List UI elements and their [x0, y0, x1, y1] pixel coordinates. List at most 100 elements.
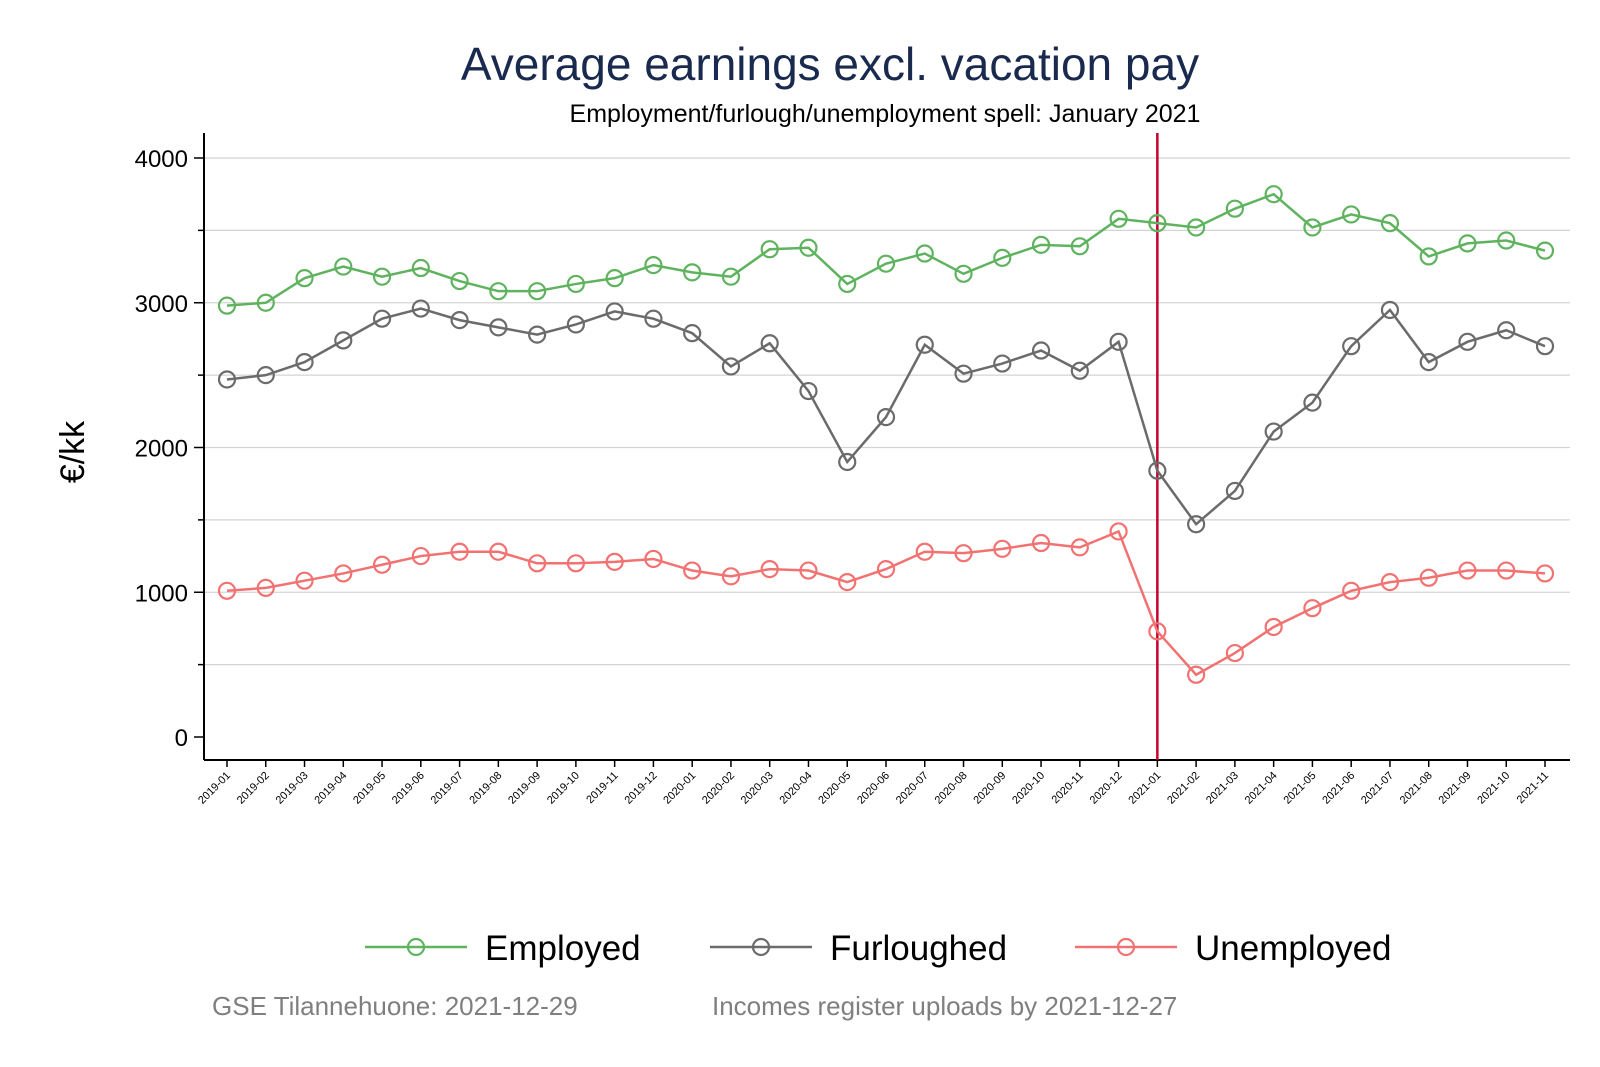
data-point-employed — [1187, 218, 1206, 237]
series-line-unemployed — [226, 529, 1546, 677]
x-tick-label: 2019-06 — [390, 770, 427, 807]
x-tick-label: 2020-01 — [661, 770, 698, 807]
data-point-furloughed — [1535, 337, 1555, 356]
data-point-furloughed — [489, 318, 508, 337]
data-point-unemployed — [644, 549, 663, 569]
data-point-furloughed — [1303, 393, 1322, 412]
legend-label: Furloughed — [830, 929, 1007, 968]
data-point-furloughed — [1458, 332, 1477, 351]
x-tick-label: 2019-10 — [545, 770, 582, 807]
data-point-employed — [760, 240, 779, 259]
data-point-employed — [217, 296, 237, 315]
x-tick-label: 2020-08 — [933, 770, 970, 807]
x-tick-label: 2021-07 — [1359, 770, 1396, 807]
y-tick-label: 1000 — [135, 580, 188, 607]
data-point-employed — [1497, 231, 1516, 250]
data-point-employed — [1031, 235, 1051, 254]
data-point-employed — [256, 293, 275, 312]
legend-swatch-marker — [1116, 937, 1136, 957]
data-point-furloughed — [683, 324, 702, 343]
data-point-furloughed — [760, 334, 779, 353]
legend-label: Employed — [485, 929, 641, 968]
legend: Employed Furloughed Unemployed — [365, 929, 1392, 968]
data-point-employed — [721, 267, 741, 286]
legend-item-furloughed: Furloughed — [710, 929, 1007, 968]
data-point-employed — [644, 256, 663, 275]
x-tick-label: 2021-08 — [1398, 770, 1435, 807]
data-point-employed — [1458, 234, 1477, 253]
data-point-furloughed — [605, 302, 624, 321]
x-tick-label: 2019-07 — [429, 770, 466, 807]
data-point-unemployed — [450, 542, 469, 561]
x-tick-label: 2021-10 — [1475, 770, 1512, 807]
data-point-unemployed — [915, 542, 934, 561]
footer-source: GSE Tilannehuone: 2021-12-29 — [212, 991, 578, 1021]
legend-swatch-marker — [751, 937, 771, 957]
data-point-unemployed — [1264, 617, 1283, 637]
x-tick-label: 2019-09 — [506, 770, 543, 807]
data-point-unemployed — [411, 546, 430, 566]
legend-label: Unemployed — [1195, 929, 1392, 968]
data-point-unemployed — [1342, 581, 1361, 600]
series-unemployed — [217, 522, 1555, 684]
data-point-unemployed — [760, 559, 779, 579]
x-tick-label: 2021-01 — [1126, 770, 1163, 807]
data-point-employed — [1535, 241, 1555, 260]
x-tick-label: 2021-11 — [1515, 770, 1551, 806]
data-point-unemployed — [1497, 561, 1516, 580]
series-line-furloughed — [226, 307, 1546, 527]
data-point-unemployed — [838, 573, 857, 592]
x-tick-label: 2021-05 — [1281, 770, 1318, 807]
data-point-furloughed — [1264, 422, 1283, 441]
y-axis-label: €/kk — [54, 420, 92, 483]
data-point-furloughed — [954, 364, 973, 383]
data-point-furloughed — [799, 381, 818, 401]
data-point-employed — [334, 257, 353, 276]
data-point-furloughed — [1380, 300, 1400, 320]
x-tick-label: 2020-07 — [894, 770, 931, 807]
x-tick-label: 2020-02 — [700, 770, 737, 807]
data-point-employed — [683, 263, 702, 282]
x-tick-label: 2020-12 — [1088, 770, 1125, 807]
chart-subtitle: Employment/furlough/unemployment spell: … — [570, 100, 1201, 128]
data-point-furloughed — [411, 299, 430, 318]
data-point-furloughed — [334, 331, 353, 350]
y-tick-label: 0 — [175, 725, 188, 752]
data-point-furloughed — [1187, 515, 1206, 534]
x-tick-label: 2020-04 — [778, 770, 815, 807]
data-point-employed — [1303, 218, 1322, 237]
x-tick-label: 2019-08 — [467, 770, 504, 807]
data-point-unemployed — [1303, 599, 1322, 618]
data-point-furloughed — [1342, 337, 1361, 356]
data-point-employed — [1225, 199, 1244, 218]
data-point-employed — [1070, 237, 1089, 256]
data-point-employed — [411, 258, 430, 278]
data-point-employed — [838, 274, 857, 294]
data-point-unemployed — [256, 578, 275, 598]
series-furloughed — [217, 299, 1555, 534]
data-point-furloughed — [644, 309, 663, 328]
data-point-furloughed — [295, 352, 314, 372]
data-point-employed — [1264, 185, 1283, 204]
data-point-furloughed — [566, 315, 585, 334]
x-tick-label: 2020-10 — [1010, 770, 1047, 807]
chart-title: Average earnings excl. vacation pay — [461, 38, 1199, 90]
data-point-unemployed — [876, 559, 896, 579]
data-point-furloughed — [915, 335, 934, 354]
data-point-unemployed — [217, 581, 237, 600]
data-point-furloughed — [528, 325, 547, 344]
data-point-unemployed — [799, 561, 818, 580]
data-point-unemployed — [1535, 564, 1555, 583]
data-point-furloughed — [1225, 481, 1244, 501]
x-tick-label: 2021-09 — [1437, 770, 1474, 807]
data-point-unemployed — [372, 555, 392, 574]
data-point-unemployed — [1225, 643, 1244, 663]
data-point-employed — [954, 264, 973, 283]
legend-swatch-marker — [406, 937, 426, 957]
legend-item-unemployed: Unemployed — [1075, 929, 1392, 968]
x-axis: 2019-01 2019-02 2019-03 2019-04 2019-05 2019-… — [196, 759, 1570, 807]
y-tick-label: 4000 — [135, 146, 188, 173]
data-point-employed — [1380, 214, 1400, 233]
data-point-unemployed — [295, 571, 314, 590]
